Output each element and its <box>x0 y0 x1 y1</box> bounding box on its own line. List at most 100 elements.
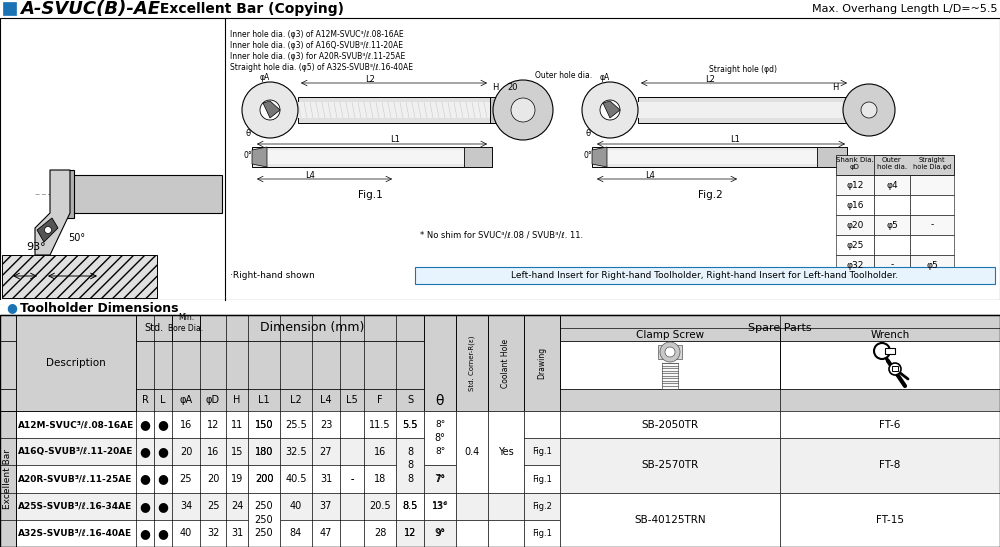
Bar <box>424 493 456 520</box>
Bar <box>298 97 493 123</box>
Text: Fig.1: Fig.1 <box>532 474 552 484</box>
Bar <box>464 147 492 167</box>
Circle shape <box>889 363 901 375</box>
Text: 23: 23 <box>320 420 332 429</box>
Text: H: H <box>832 84 838 92</box>
Text: 5.5: 5.5 <box>402 420 418 429</box>
Text: R: R <box>142 395 148 405</box>
Text: L1: L1 <box>730 136 740 144</box>
Text: 11: 11 <box>231 420 243 429</box>
Bar <box>16 493 1000 520</box>
Bar <box>488 520 524 547</box>
Bar <box>836 235 874 255</box>
Text: Straight hole dia. (φ5) of A32S-SVUBᴲ/ℓ.16-40AE: Straight hole dia. (φ5) of A32S-SVUBᴲ/ℓ.… <box>230 63 413 72</box>
Bar <box>662 363 678 389</box>
Text: 16: 16 <box>207 447 219 457</box>
Text: ●: ● <box>158 500 168 513</box>
Bar <box>16 315 136 411</box>
Circle shape <box>665 347 675 357</box>
Text: ●: ● <box>6 301 17 315</box>
Text: 28: 28 <box>374 528 386 538</box>
Text: A25S-SVUBᴲ/ℓ.16-34AE: A25S-SVUBᴲ/ℓ.16-34AE <box>18 502 132 511</box>
Text: 8: 8 <box>407 474 413 484</box>
Circle shape <box>843 84 895 136</box>
Bar <box>780 438 1000 493</box>
Polygon shape <box>35 170 70 255</box>
Bar <box>910 215 954 235</box>
Bar <box>248 411 280 438</box>
Bar <box>560 315 1000 341</box>
Bar <box>910 195 954 215</box>
Bar <box>396 493 424 520</box>
Bar <box>638 102 853 118</box>
Bar <box>658 345 682 359</box>
Text: L1: L1 <box>390 136 400 144</box>
Bar <box>490 97 525 123</box>
Bar <box>396 438 424 493</box>
Text: 250: 250 <box>255 528 273 538</box>
Bar <box>836 255 874 275</box>
Text: A-SVUC(B)-AE: A-SVUC(B)-AE <box>20 0 160 18</box>
Text: Outer
hole dia.: Outer hole dia. <box>877 157 907 170</box>
Text: Inner hole dia. (φ3) for A20R-SVUBᴲ/ℓ.11-25AE: Inner hole dia. (φ3) for A20R-SVUBᴲ/ℓ.11… <box>230 52 405 61</box>
Text: ●: ● <box>158 445 168 458</box>
Text: L: L <box>160 395 166 405</box>
Polygon shape <box>603 101 620 118</box>
Text: 8°: 8° <box>435 447 445 456</box>
Text: 12: 12 <box>404 528 416 538</box>
Bar <box>16 411 1000 438</box>
Text: 31: 31 <box>231 528 243 538</box>
Bar <box>836 215 874 235</box>
Text: 50°: 50° <box>68 233 85 243</box>
Text: Excellent Bar (Copying): Excellent Bar (Copying) <box>155 2 344 16</box>
Text: Fig.1: Fig.1 <box>532 529 552 538</box>
Bar <box>298 102 493 118</box>
Text: 150: 150 <box>255 420 273 429</box>
Text: L2: L2 <box>290 395 302 405</box>
Text: S: S <box>407 395 413 405</box>
Text: φA: φA <box>179 395 193 405</box>
Text: 20.5: 20.5 <box>369 501 391 511</box>
Text: Max. Overhang Length L/D=~5.5: Max. Overhang Length L/D=~5.5 <box>812 4 997 14</box>
Bar <box>488 315 524 411</box>
Bar <box>456 520 488 547</box>
Text: 25: 25 <box>180 474 192 484</box>
Text: A12M-SVUCᴲ/ℓ.08-16AE: A12M-SVUCᴲ/ℓ.08-16AE <box>18 420 134 429</box>
Text: L1: L1 <box>258 395 270 405</box>
Bar <box>524 411 560 438</box>
Bar <box>396 411 424 438</box>
Text: φ12: φ12 <box>846 181 864 189</box>
Text: Min.
Bore Dia.: Min. Bore Dia. <box>168 313 204 333</box>
Circle shape <box>44 226 52 234</box>
Text: Std. Corner-R(ε): Std. Corner-R(ε) <box>469 335 475 391</box>
Text: SB-2050TR: SB-2050TR <box>641 420 699 429</box>
Text: Inner hole dia. (φ3) of A16Q-SVUBᴲ/ℓ.11-20AE: Inner hole dia. (φ3) of A16Q-SVUBᴲ/ℓ.11-… <box>230 41 403 50</box>
Text: φ4: φ4 <box>886 181 898 189</box>
Text: 40: 40 <box>290 501 302 511</box>
Text: 9°: 9° <box>435 528 445 538</box>
Text: 40: 40 <box>180 528 192 538</box>
Text: Straight hole (φd): Straight hole (φd) <box>709 66 777 74</box>
Text: 31: 31 <box>320 474 332 484</box>
Bar <box>16 520 1000 547</box>
Bar <box>172 315 200 341</box>
Text: 5.5: 5.5 <box>402 420 418 429</box>
Bar <box>16 465 1000 493</box>
Text: φ5: φ5 <box>926 260 938 270</box>
Bar <box>252 147 492 167</box>
Text: 13°: 13° <box>432 502 448 511</box>
Polygon shape <box>37 218 58 242</box>
Text: 20: 20 <box>207 474 219 484</box>
Bar <box>70 175 222 213</box>
Text: 8.5: 8.5 <box>402 501 418 511</box>
Bar <box>424 520 456 547</box>
Text: L2: L2 <box>365 74 375 84</box>
Bar <box>780 341 1000 389</box>
Text: φA: φA <box>260 73 270 82</box>
Bar <box>874 255 910 275</box>
Bar <box>780 493 1000 547</box>
Circle shape <box>242 82 298 138</box>
Text: Excellent Bar: Excellent Bar <box>3 449 13 509</box>
Text: ·Right-hand shown: ·Right-hand shown <box>230 271 315 281</box>
Circle shape <box>511 98 535 122</box>
